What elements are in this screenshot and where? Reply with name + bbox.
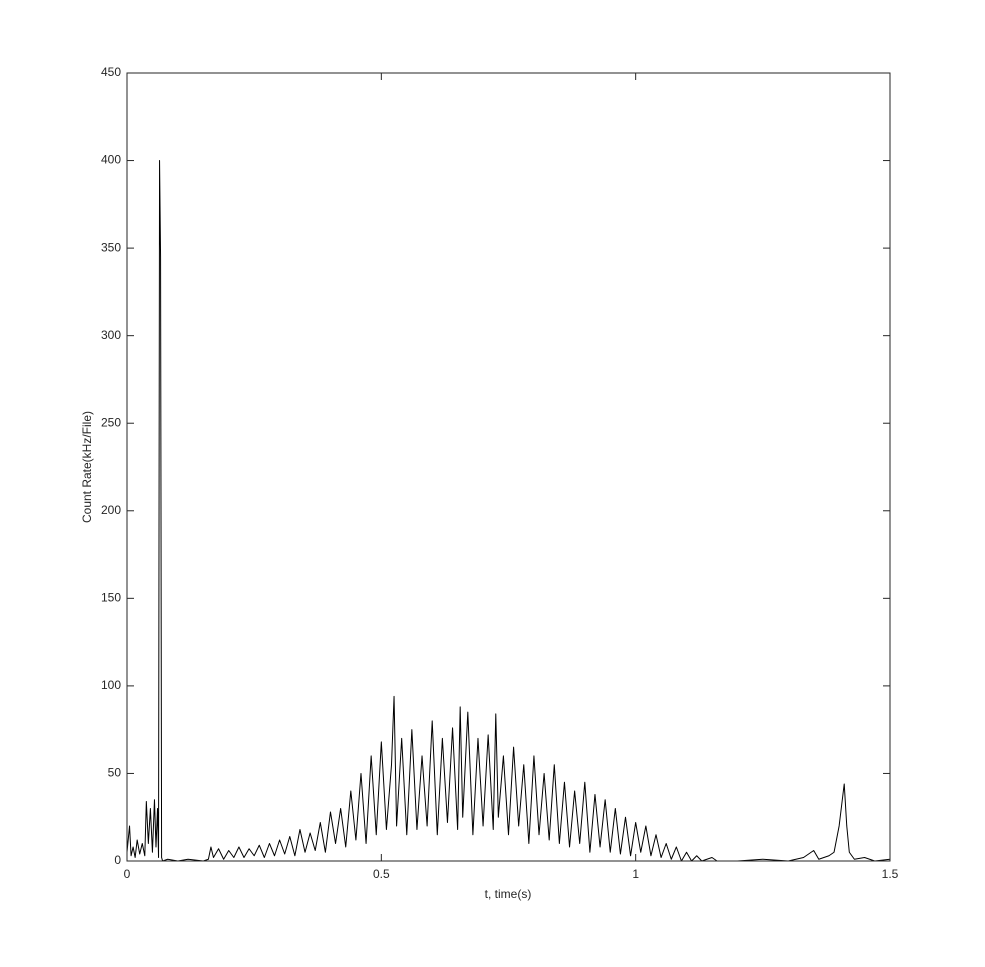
plot-frame	[126, 72, 891, 862]
y-tick-label: 300	[101, 328, 121, 342]
y-tick-label: 100	[101, 678, 121, 692]
x-tick-label: 0	[124, 867, 131, 881]
y-tick-label: 250	[101, 415, 121, 429]
y-tick-label: 150	[101, 591, 121, 605]
y-tick-label: 450	[101, 65, 121, 79]
x-axis-label: t, time(s)	[485, 887, 532, 901]
x-tick-label: 0.5	[373, 867, 390, 881]
y-tick-label: 0	[114, 853, 121, 867]
y-tick-label: 400	[101, 153, 121, 167]
y-tick-label: 50	[108, 766, 122, 780]
y-tick-label: 350	[101, 240, 121, 254]
x-tick-label: 1.5	[882, 867, 899, 881]
y-axis-label: Count Rate(kHz/File)	[80, 411, 94, 523]
y-tick-label: 200	[101, 503, 121, 517]
x-tick-label: 1	[632, 867, 639, 881]
